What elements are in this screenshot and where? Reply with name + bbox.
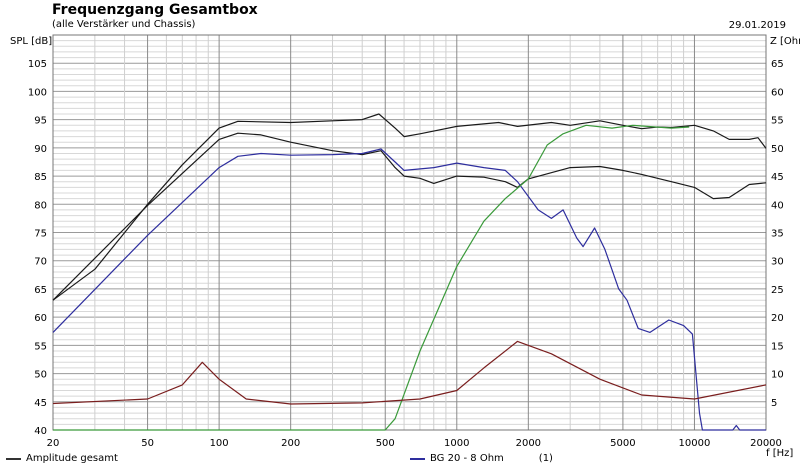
y2-tick-label: 10: [771, 370, 784, 381]
y-tick-label: 55: [34, 341, 47, 352]
y-tick-label: 70: [34, 257, 47, 268]
x-tick-label: 20: [47, 438, 60, 449]
plot-frame: [52, 34, 767, 431]
x-tick-label: 10000: [679, 438, 711, 449]
legend-swatch: [6, 457, 21, 460]
y-tick-label: 45: [34, 398, 47, 409]
y2-tick-label: 50: [771, 144, 784, 155]
y-tick-label: 60: [34, 313, 47, 324]
y2-tick-label: 40: [771, 200, 784, 211]
y2-axis-label: Z [Ohm]: [770, 36, 800, 47]
legend-label: Amplitude gesamt: [26, 453, 118, 464]
y-tick-label: 90: [34, 144, 47, 155]
y-tick-label: 105: [28, 59, 47, 70]
y2-tick-label: 55: [771, 116, 784, 127]
series-line-1: [52, 132, 767, 301]
y-axis-label: SPL [dB]: [10, 36, 53, 47]
legend-item-bg20: BG 20 - 8 Ohm (1): [410, 453, 553, 464]
chart-subtitle: (alle Verstärker und Chassis): [52, 19, 196, 30]
x-axis-label: f [Hz]: [766, 448, 794, 459]
y2-tick-label: 65: [771, 59, 784, 70]
y-tick-label: 40: [34, 426, 47, 437]
chart-date: 29.01.2019: [728, 20, 786, 31]
y2-tick-label: 60: [771, 87, 784, 98]
x-tick-label: 2000: [516, 438, 541, 449]
y2-tick-label: 25: [771, 285, 784, 296]
y2-tick-label: 35: [771, 229, 784, 240]
series-line-0: [52, 113, 767, 301]
legend-note: (1): [538, 453, 553, 464]
y-tick-label: 65: [34, 285, 47, 296]
y2-tick-label: 30: [771, 257, 784, 268]
y-tick-label: 80: [34, 200, 47, 211]
y2-tick-label: 15: [771, 341, 784, 352]
x-tick-label: 1000: [444, 438, 469, 449]
legend-item-amplitude: Amplitude gesamt: [6, 453, 118, 464]
x-tick-label: 500: [376, 438, 395, 449]
chart-title: Frequenzgang Gesamtbox: [52, 2, 258, 18]
y2-tick-label: 45: [771, 172, 784, 183]
y-tick-label: 95: [34, 116, 47, 127]
series-line-2: [52, 148, 766, 431]
legend-swatch: [410, 457, 425, 460]
x-tick-label: 100: [210, 438, 229, 449]
x-tick-label: 50: [141, 438, 154, 449]
series-line-3: [53, 124, 690, 431]
legend-label: BG 20 - 8 Ohm: [430, 453, 504, 464]
y-tick-label: 75: [34, 229, 47, 240]
x-tick-label: 20000: [750, 438, 782, 449]
series-line-4: [52, 340, 767, 405]
x-tick-label: 200: [281, 438, 300, 449]
y-tick-label: 100: [28, 87, 47, 98]
y2-tick-label: 20: [771, 313, 784, 324]
y2-tick-label: 5: [771, 398, 777, 409]
y-tick-label: 85: [34, 172, 47, 183]
x-tick-label: 5000: [610, 438, 635, 449]
y-tick-label: 50: [34, 370, 47, 381]
